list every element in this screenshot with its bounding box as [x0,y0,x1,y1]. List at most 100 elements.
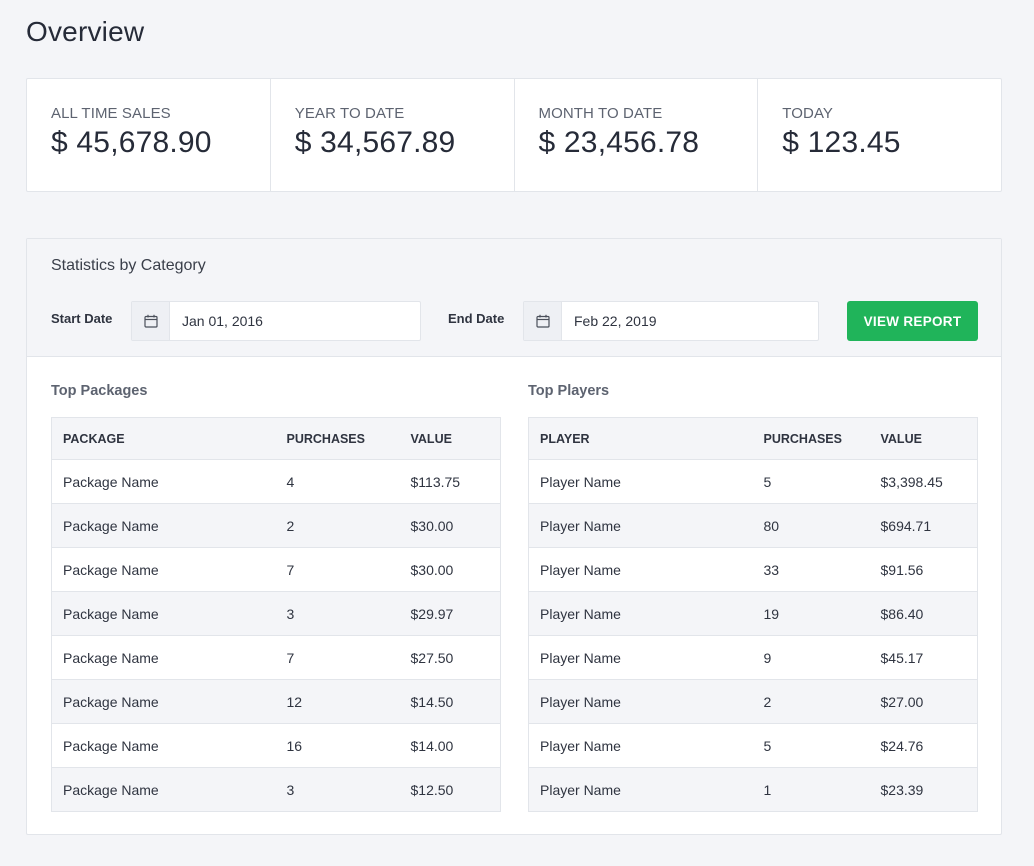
value-cell: $14.50 [399,679,501,724]
table-row[interactable]: Package Name 7 $30.00 [51,547,501,592]
stat-value: $ 45,678.90 [51,126,212,159]
name-cell: Player Name [528,503,753,548]
name-cell: Package Name [51,503,276,548]
table-row[interactable]: Package Name 3 $12.50 [51,767,501,812]
stat-month-to-date: MONTH TO DATE $ 23,456.78 [515,79,759,191]
value-cell: $27.50 [399,635,501,680]
start-date-field[interactable]: Jan 01, 2016 [131,301,421,341]
purchases-cell: 2 [275,503,400,548]
table-row[interactable]: Player Name 19 $86.40 [528,591,978,636]
value-cell: $30.00 [399,503,501,548]
stat-value: $ 34,567.89 [294,126,456,159]
top-packages-title: Top Packages [51,383,148,399]
table-header-row: PACKAGE PURCHASES VALUE [51,417,501,460]
top-players-table: PLAYER PURCHASES VALUE Player Name 5 $3,39… [528,417,978,812]
name-cell: Player Name [528,635,753,680]
stat-label: YEAR TO DATE [294,105,405,122]
view-report-button[interactable]: VIEW REPORT [847,301,978,341]
purchases-cell: 4 [275,459,400,504]
value-cell: $45.17 [869,635,978,680]
value-cell: $113.75 [399,459,501,504]
column-header[interactable]: VALUE [869,417,978,460]
value-cell: $29.97 [399,591,501,636]
end-date-label: End Date [448,311,505,326]
panel-title: Statistics by Category [51,257,206,274]
value-cell: $694.71 [869,503,978,548]
value-cell: $3,398.45 [869,459,978,504]
purchases-cell: 1 [752,767,870,812]
start-date-label: Start Date [51,311,113,326]
table-row[interactable]: Player Name 80 $694.71 [528,503,978,548]
value-cell: $12.50 [399,767,501,812]
table-row[interactable]: Package Name 12 $14.50 [51,679,501,724]
top-packages-table: PACKAGE PURCHASES VALUE Package Name 4 $11… [51,417,501,812]
stat-label: TODAY [782,105,834,122]
calendar-icon[interactable] [524,302,562,340]
purchases-cell: 33 [752,547,870,592]
table-row[interactable]: Package Name 4 $113.75 [51,459,501,504]
value-cell: $27.00 [869,679,978,724]
purchases-cell: 3 [275,591,400,636]
name-cell: Package Name [51,635,276,680]
name-cell: Package Name [51,679,276,724]
purchases-cell: 7 [275,547,400,592]
purchases-cell: 3 [275,767,400,812]
page-title: Overview [26,16,145,47]
stat-all-time-sales: ALL TIME SALES $ 45,678.90 [27,79,271,191]
end-date-value[interactable]: Feb 22, 2019 [574,313,657,329]
name-cell: Package Name [51,723,276,768]
table-row[interactable]: Player Name 5 $3,398.45 [528,459,978,504]
name-cell: Player Name [528,591,753,636]
table-row[interactable]: Player Name 2 $27.00 [528,679,978,724]
stat-year-to-date: YEAR TO DATE $ 34,567.89 [271,79,515,191]
stat-today: TODAY $ 123.45 [758,79,1001,191]
column-header[interactable]: PURCHASES [752,417,870,460]
purchases-cell: 12 [275,679,400,724]
purchases-cell: 9 [752,635,870,680]
name-cell: Player Name [528,767,753,812]
name-cell: Player Name [528,679,753,724]
stat-label: MONTH TO DATE [538,105,663,122]
value-cell: $86.40 [869,591,978,636]
start-date-value[interactable]: Jan 01, 2016 [182,313,263,329]
table-header-row: PLAYER PURCHASES VALUE [528,417,978,460]
name-cell: Player Name [528,723,753,768]
column-header[interactable]: PLAYER [528,417,753,460]
table-body: Package Name 4 $113.75 Package Name 2 $30.00 P… [51,459,501,812]
end-date-field[interactable]: Feb 22, 2019 [523,301,819,341]
table-row[interactable]: Package Name 2 $30.00 [51,503,501,548]
name-cell: Package Name [51,767,276,812]
value-cell: $30.00 [399,547,501,592]
name-cell: Player Name [528,547,753,592]
stat-value: $ 123.45 [782,126,901,159]
purchases-cell: 5 [752,459,870,504]
purchases-cell: 2 [752,679,870,724]
table-row[interactable]: Player Name 9 $45.17 [528,635,978,680]
table-body: Player Name 5 $3,398.45 Player Name 80 $694.7… [528,459,978,812]
table-row[interactable]: Player Name 5 $24.76 [528,723,978,768]
stat-label: ALL TIME SALES [51,105,171,122]
purchases-cell: 19 [752,591,870,636]
purchases-cell: 16 [275,723,400,768]
table-row[interactable]: Player Name 1 $23.39 [528,767,978,812]
name-cell: Package Name [51,591,276,636]
value-cell: $91.56 [869,547,978,592]
value-cell: $24.76 [869,723,978,768]
purchases-cell: 80 [752,503,870,548]
table-row[interactable]: Player Name 33 $91.56 [528,547,978,592]
purchases-cell: 5 [752,723,870,768]
column-header[interactable]: VALUE [399,417,501,460]
purchases-cell: 7 [275,635,400,680]
column-header[interactable]: PURCHASES [275,417,400,460]
table-row[interactable]: Package Name 3 $29.97 [51,591,501,636]
panel-header: Statistics by Category Start Date Jan 01… [27,239,1001,357]
calendar-icon[interactable] [132,302,170,340]
table-row[interactable]: Package Name 7 $27.50 [51,635,501,680]
column-header[interactable]: PACKAGE [51,417,276,460]
statistics-panel: Statistics by Category Start Date Jan 01… [26,238,1002,835]
value-cell: $14.00 [399,723,501,768]
stats-strip: ALL TIME SALES $ 45,678.90 YEAR TO DATE … [26,78,1002,192]
table-row[interactable]: Package Name 16 $14.00 [51,723,501,768]
value-cell: $23.39 [869,767,978,812]
